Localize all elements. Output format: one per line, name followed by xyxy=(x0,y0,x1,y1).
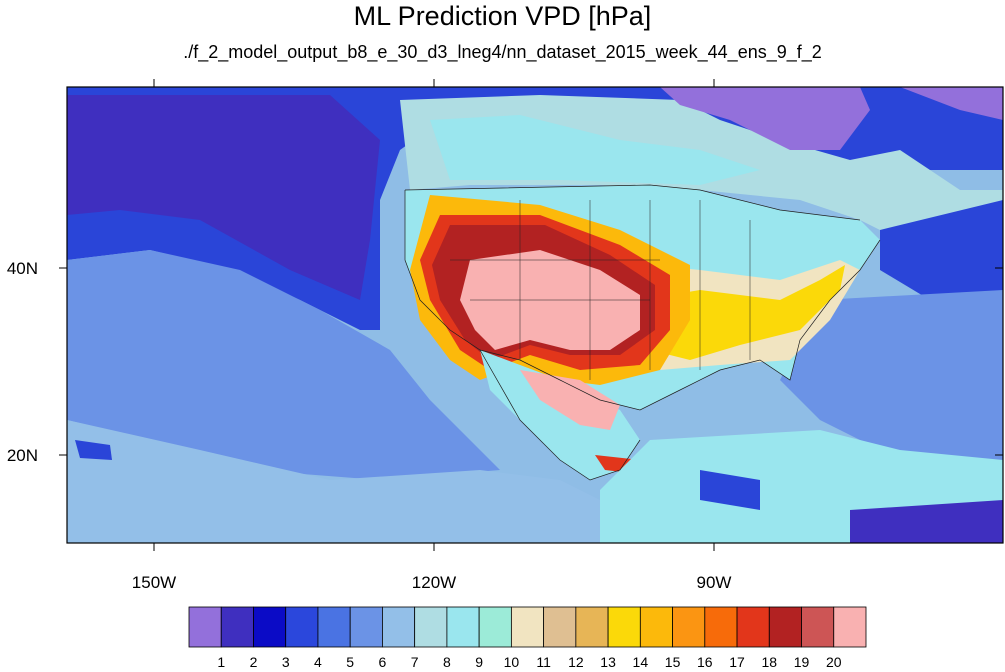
colorbar-swatch xyxy=(704,606,738,648)
mexico-coastline xyxy=(479,349,641,481)
colorbar-swatch xyxy=(736,606,770,648)
caribbean-deep xyxy=(700,470,760,510)
colorbar-label: 12 xyxy=(568,654,584,670)
colorbar-swatch xyxy=(639,606,673,648)
lat-label-20n: 20N xyxy=(7,446,38,465)
colorbar-swatch xyxy=(317,606,351,648)
colorbar-swatch xyxy=(607,606,641,648)
canada-cyan xyxy=(430,115,760,185)
colorbar-label: 7 xyxy=(411,654,419,670)
atlantic-deep xyxy=(880,200,1003,300)
colorbar-label: 14 xyxy=(633,654,649,670)
atlantic-mid xyxy=(780,290,1003,480)
hawaii-patch xyxy=(75,440,112,460)
colorbar-swatch xyxy=(382,606,416,648)
colorbar-label: 2 xyxy=(250,654,258,670)
colorbar-label: 19 xyxy=(794,654,810,670)
colorbar-label: 9 xyxy=(475,654,483,670)
colorbar-label: 1 xyxy=(217,654,225,670)
colorbar-label: 6 xyxy=(379,654,387,670)
colorbar-swatch xyxy=(253,606,287,648)
colorbar-label: 16 xyxy=(697,654,713,670)
vpd-field xyxy=(67,87,1003,543)
map-title: ML Prediction VPD [hPa] xyxy=(353,1,652,31)
mexico-pink xyxy=(520,370,620,430)
colorbar-label: 15 xyxy=(665,654,681,670)
hudson-purple xyxy=(660,87,870,150)
colorbar-label: 3 xyxy=(282,654,290,670)
mexico-base xyxy=(480,350,640,480)
colorbar-swatch xyxy=(285,606,319,648)
colorbar-swatch xyxy=(672,606,706,648)
colorbar-label: 17 xyxy=(729,654,745,670)
lon-label-150w: 150W xyxy=(132,573,176,592)
pacific-south xyxy=(67,420,600,543)
colorbar-label: 4 xyxy=(314,654,322,670)
pacific-band-darkest xyxy=(67,95,380,300)
colorbar-label: 18 xyxy=(761,654,777,670)
axis-ticks xyxy=(59,79,1003,551)
colorbar-label: 20 xyxy=(826,654,842,670)
us-coastline xyxy=(404,190,881,411)
lon-label-90w: 90W xyxy=(697,573,732,592)
map-subtitle: ./f_2_model_output_b8_e_30_d3_lneg4/nn_d… xyxy=(183,42,822,62)
pacific-band-mid xyxy=(67,250,500,480)
colorbar-swatch xyxy=(349,606,383,648)
colorbar-swatch xyxy=(833,606,867,648)
colorbar-swatch xyxy=(446,606,480,648)
lat-label-40n: 40N xyxy=(7,259,38,278)
boundary-lines xyxy=(404,184,881,481)
colorbar-swatch xyxy=(543,606,577,648)
colorbar-swatch xyxy=(575,606,609,648)
arctic-purple xyxy=(900,87,1003,120)
southeast-yellow xyxy=(640,265,845,360)
colorbar-label: 11 xyxy=(536,654,551,670)
state-lines xyxy=(450,200,751,380)
us-canada-border xyxy=(404,184,861,221)
colorbar-swatch xyxy=(510,606,545,648)
colorbar-label: 8 xyxy=(443,654,451,670)
lon-label-120w: 120W xyxy=(412,573,456,592)
south-atlantic-deep xyxy=(850,500,1003,543)
colorbar-swatch xyxy=(220,606,254,648)
plot-frame xyxy=(66,86,1004,544)
colorbar-label: 5 xyxy=(346,654,354,670)
colorbar-label: 10 xyxy=(504,654,520,670)
colorbar-swatch xyxy=(188,606,222,648)
colorbar-swatch xyxy=(478,606,512,648)
colorbar: 1 2 3 4 5 6 7 8 9 10 11 12 13 14 15 16 17 18 19 20 xyxy=(188,606,867,670)
colorbar-label: 13 xyxy=(600,654,616,670)
colorbar-swatch xyxy=(768,606,802,648)
colorbar-swatch xyxy=(414,606,448,648)
colorbar-swatch xyxy=(801,606,835,648)
